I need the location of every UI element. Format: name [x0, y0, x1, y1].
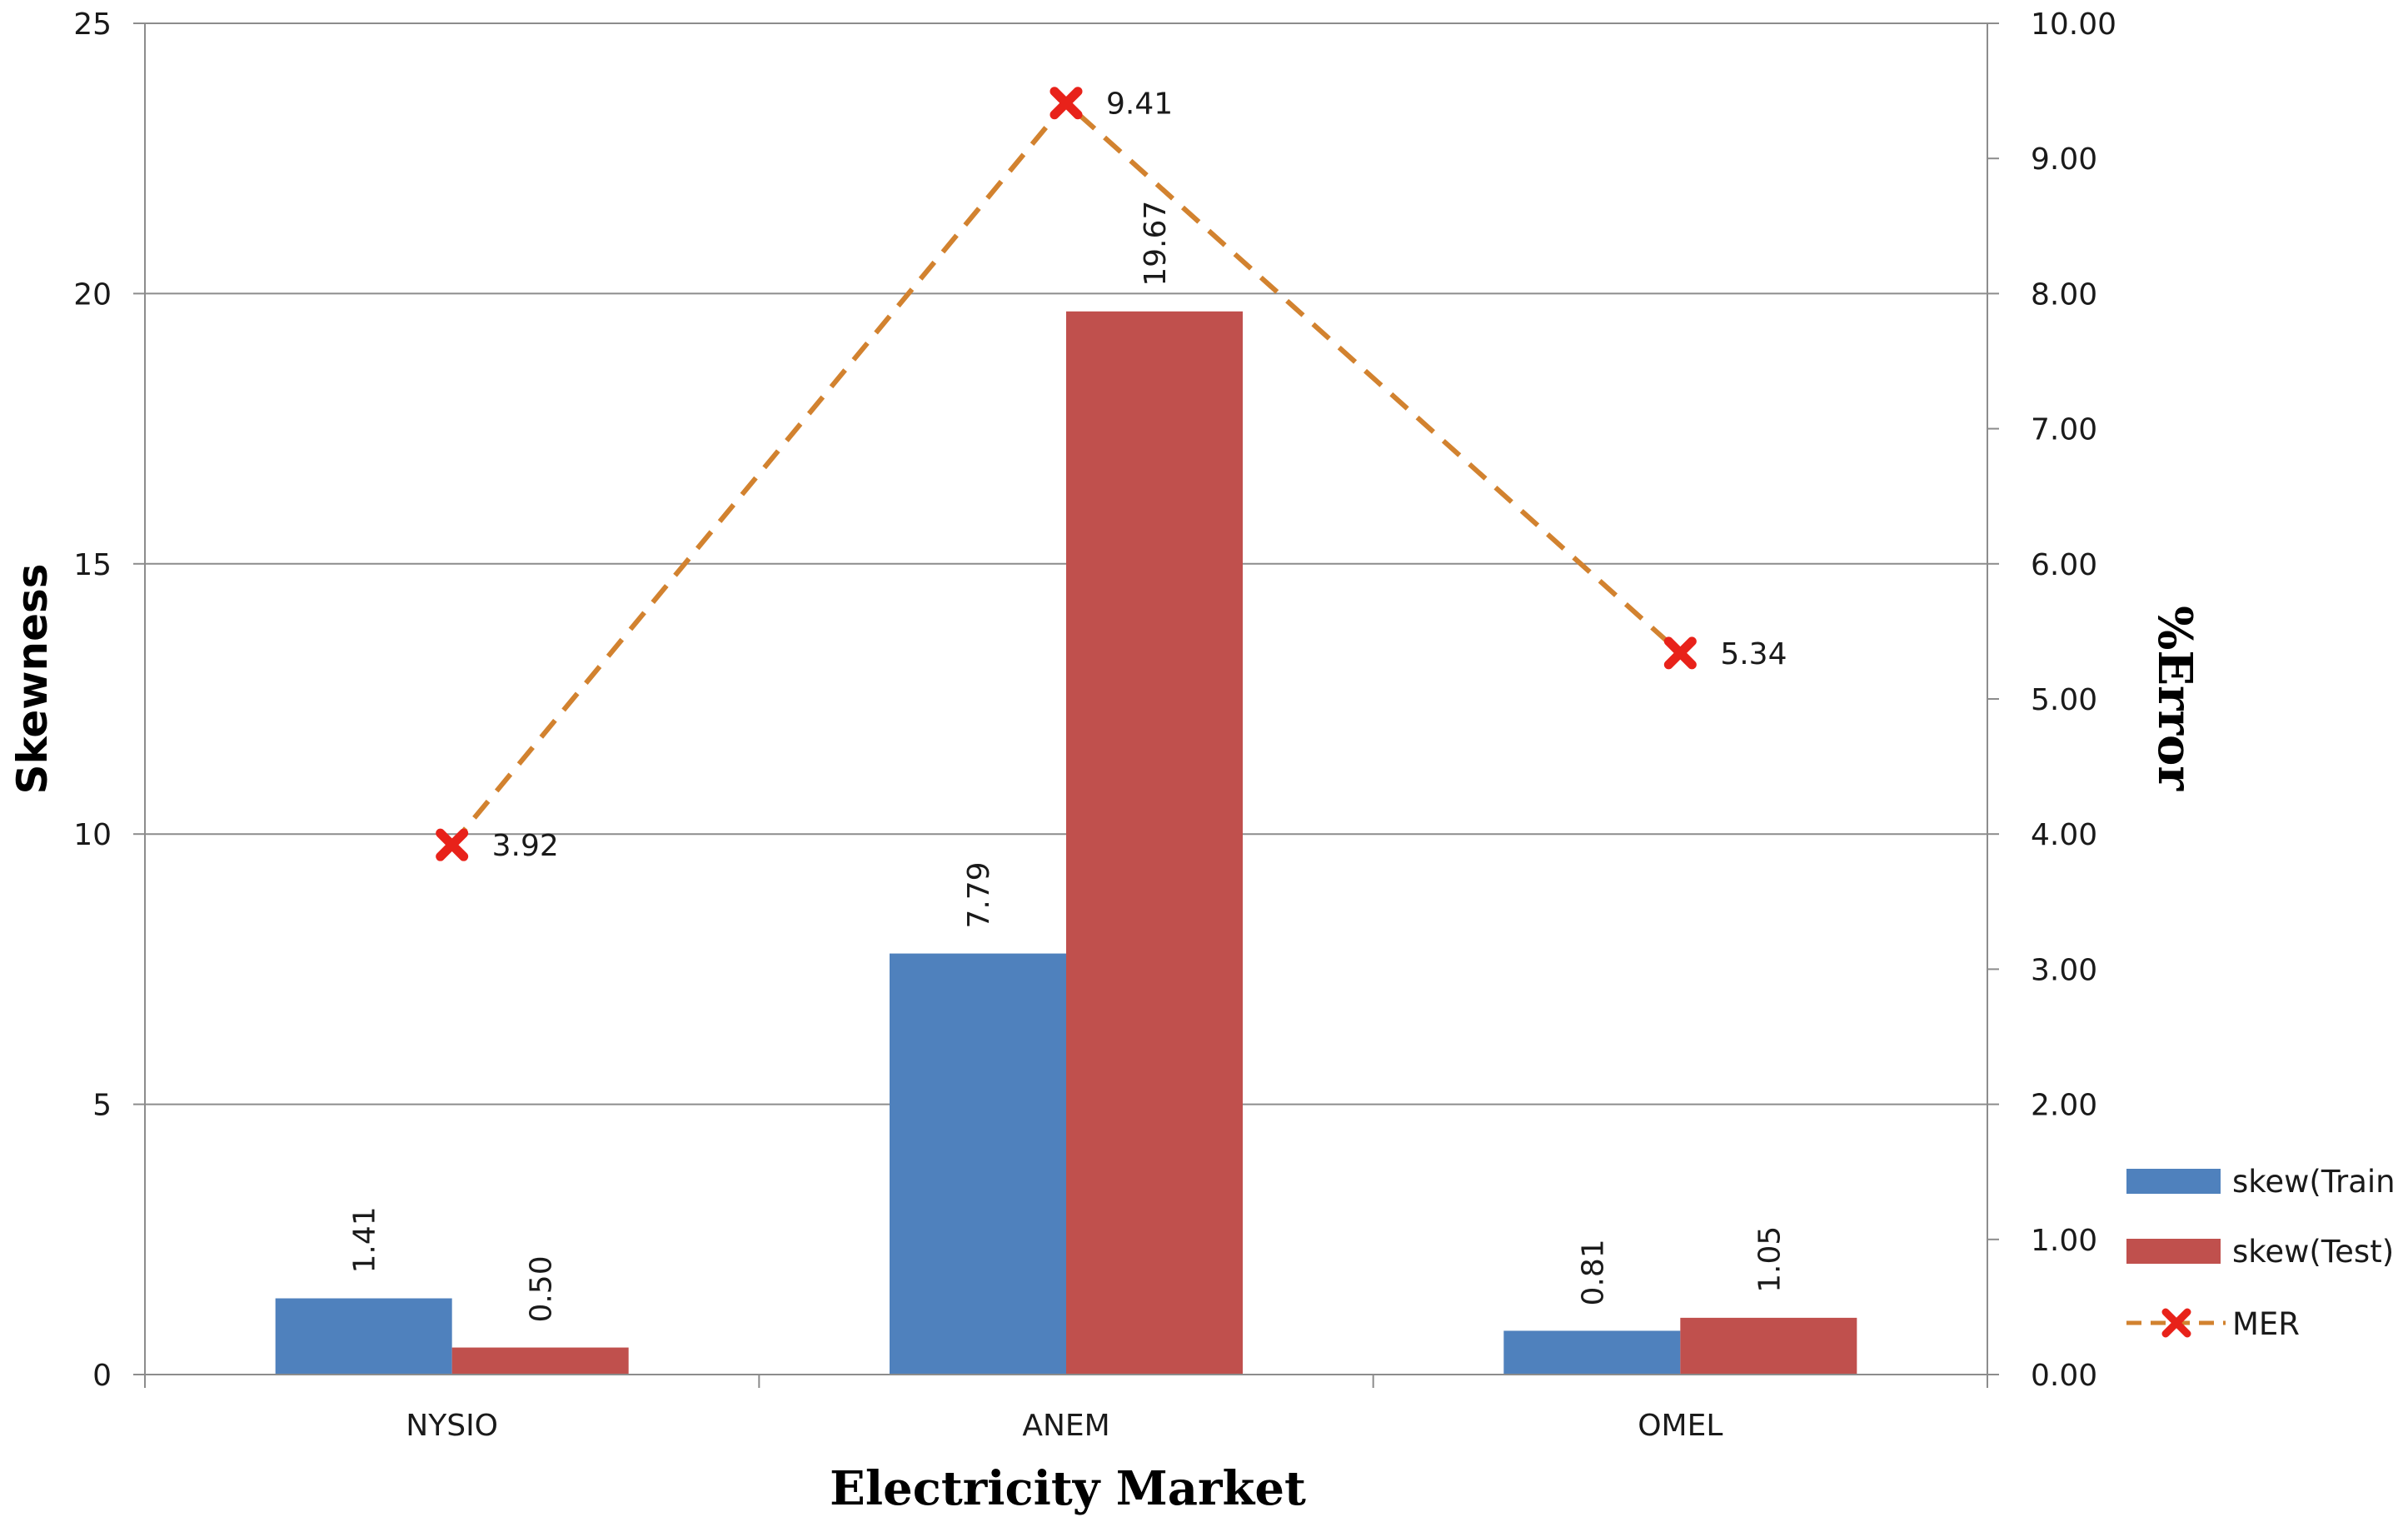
y-tick-label: 0: [92, 1359, 112, 1393]
y2-axis-title: %Error: [2147, 606, 2202, 791]
legend-swatch-test: [2126, 1239, 2221, 1264]
y-tick-label: 15: [73, 548, 112, 582]
bar-label-test-nysio: 0.50: [525, 1255, 559, 1322]
bar-train-anem: [890, 953, 1066, 1375]
mer-label-nysio: 3.92: [492, 829, 559, 863]
y2-tick-label: 7.00: [2031, 413, 2097, 447]
y-tick-label: 10: [73, 818, 112, 852]
bar-train-nysio: [275, 1298, 452, 1375]
legend-swatch-mer-marker: [2161, 1308, 2191, 1338]
data-labels: 1.41 0.50 7.79 19.67 0.81 1.05 3.92 9.41 5.34: [348, 87, 1787, 1323]
x-tick-label-omel: OMEL: [1638, 1409, 1722, 1443]
tick-labels: 0 5 10 15 20 25 0.00 1.00 2.00 3.00 4.00 5.00 6.00 7.…: [73, 7, 2116, 1443]
legend-label-train: skew(Train: [2232, 1164, 2396, 1200]
x-tick-label-nysio: NYSIO: [406, 1409, 498, 1443]
mer-label-omel: 5.34: [1720, 637, 1787, 671]
bar-test-omel: [1680, 1317, 1857, 1375]
bars: [275, 311, 1857, 1375]
legend-swatch-train: [2126, 1169, 2221, 1194]
y2-tick-label: 9.00: [2031, 142, 2097, 177]
y2-tick-label: 5.00: [2031, 683, 2097, 717]
y-tick-label: 20: [73, 277, 112, 312]
y2-tick-label: 4.00: [2031, 818, 2097, 852]
y2-tick-label: 8.00: [2031, 277, 2097, 312]
y2-tick-label: 3.00: [2031, 953, 2097, 987]
y-tick-label: 5: [92, 1089, 112, 1123]
x-axis-title: Electricity Market: [830, 1461, 1306, 1516]
y2-tick-label: 0.00: [2031, 1359, 2097, 1393]
bar-test-anem: [1066, 311, 1243, 1375]
bar-label-test-anem: 19.67: [1139, 201, 1173, 287]
x-tick-label-anem: ANEM: [1022, 1409, 1109, 1443]
y2-tick-label: 2.00: [2031, 1089, 2097, 1123]
y-tick-label: 25: [73, 7, 112, 42]
legend-label-mer: MER: [2232, 1306, 2300, 1342]
bar-test-nysio: [451, 1347, 629, 1375]
mer-marker-nysio: [436, 828, 469, 861]
bar-label-train-nysio: 1.41: [348, 1206, 382, 1273]
mer-line: [436, 87, 1697, 861]
bar-label-train-anem: 7.79: [962, 861, 996, 928]
mer-marker-anem: [1049, 87, 1083, 120]
legend-label-test: skew(Test): [2232, 1234, 2394, 1270]
bar-label-test-omel: 1.05: [1752, 1226, 1787, 1293]
y2-tick-label: 6.00: [2031, 548, 2097, 582]
y2-tick-label: 10.00: [2031, 7, 2116, 42]
mer-label-anem: 9.41: [1106, 87, 1173, 122]
legend: skew(Train skew(Test) MER: [2126, 1164, 2396, 1342]
mer-marker-omel: [1663, 636, 1697, 670]
bar-train-omel: [1503, 1330, 1681, 1375]
bar-label-train-omel: 0.81: [1576, 1239, 1610, 1305]
y2-tick-label: 1.00: [2031, 1224, 2097, 1258]
y-axis-title: Skewness: [8, 563, 57, 794]
